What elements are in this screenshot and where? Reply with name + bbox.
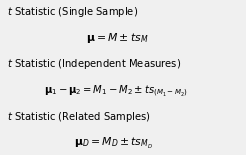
Text: $t$ Statistic (Independent Measures): $t$ Statistic (Independent Measures): [7, 57, 182, 71]
Text: $\mathbf{\mu} = \mathit{M} \pm \mathit{t}\mathit{s}_{\mathit{M}}$: $\mathbf{\mu} = \mathit{M} \pm \mathit{t…: [86, 31, 149, 45]
Text: $\mathbf{\mu}_{D} = \mathit{M}_{D} \pm \mathit{t}\mathit{s}_{\mathit{M}_{D}}$: $\mathbf{\mu}_{D} = \mathit{M}_{D} \pm \…: [74, 136, 153, 151]
Text: $t$ Statistic (Single Sample): $t$ Statistic (Single Sample): [7, 5, 138, 19]
Text: $\mathbf{\mu}_1 - \mathbf{\mu}_2 = \mathit{M}_1 - \mathit{M}_2 \pm \mathit{t}\ma: $\mathbf{\mu}_1 - \mathbf{\mu}_2 = \math…: [44, 84, 188, 99]
Text: $t$ Statistic (Related Samples): $t$ Statistic (Related Samples): [7, 110, 152, 124]
